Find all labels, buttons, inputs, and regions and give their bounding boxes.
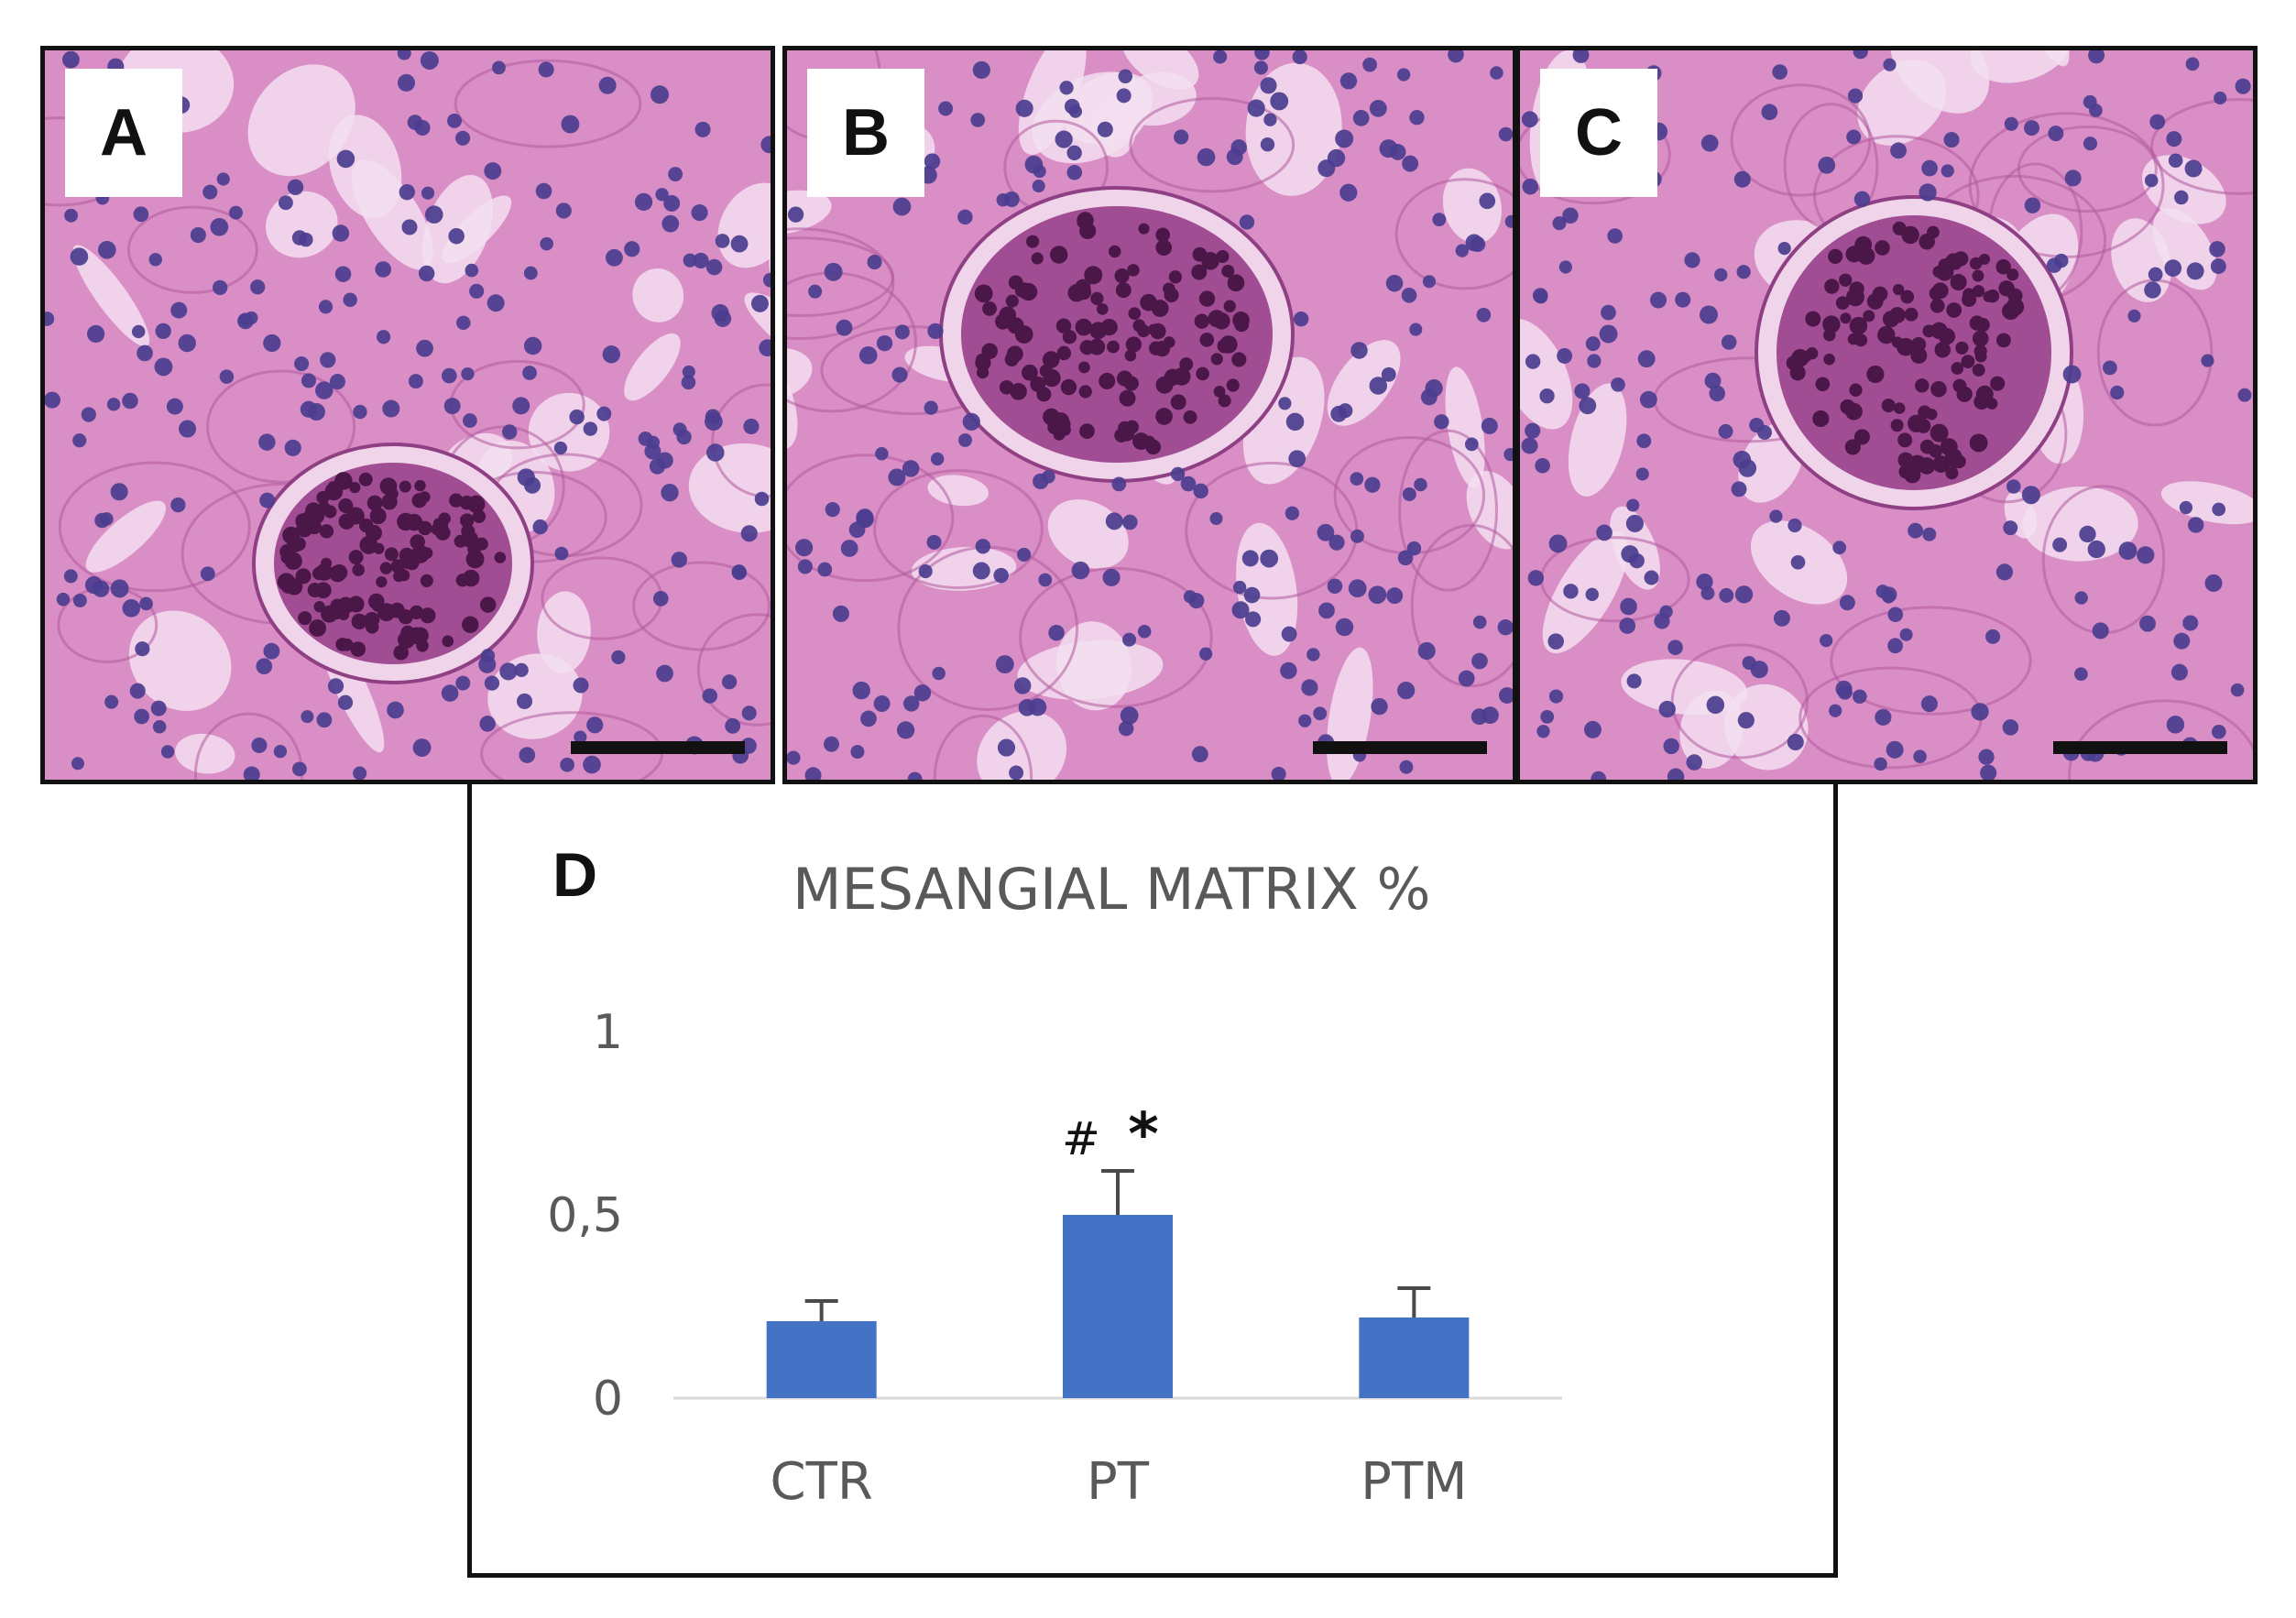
- bar-pt: [1063, 1215, 1173, 1398]
- x-tick-label: PT: [1087, 1452, 1150, 1512]
- histology-panel-c: C: [1515, 46, 2258, 784]
- x-tick-label: PTM: [1361, 1452, 1467, 1512]
- panel-label-c: C: [1540, 69, 1657, 197]
- error-bar-ptm: [1397, 1286, 1431, 1317]
- y-tick-label: 1: [593, 1005, 623, 1060]
- histology-panel-b: B: [782, 46, 1517, 784]
- panel-label-a: A: [65, 69, 182, 197]
- bar-ptm: [1359, 1317, 1470, 1398]
- y-tick-label: 0,5: [547, 1188, 623, 1243]
- chart-panel-d: D MESANGIAL MATRIX % 0 0,5 1 CTR PT # * PTM: [467, 784, 1838, 1578]
- scale-bar-a: [571, 741, 745, 754]
- error-bar-ctr: [804, 1299, 838, 1321]
- x-tick-label: CTR: [771, 1452, 873, 1512]
- scale-bar-c: [2053, 741, 2227, 754]
- y-tick-label: 0: [593, 1372, 623, 1427]
- bar-ctr: [766, 1321, 877, 1398]
- scale-bar-b: [1313, 741, 1487, 754]
- significance-marker: #: [1062, 1112, 1100, 1165]
- significance-marker: *: [1128, 1101, 1158, 1169]
- panel-label-b: B: [807, 69, 924, 197]
- bar-chart: 0 0,5 1 CTR PT # * PTM: [547, 1005, 1562, 1512]
- histology-panel-a: A: [40, 46, 775, 784]
- chart-title: MESANGIAL MATRIX %: [793, 856, 1431, 923]
- error-bar-pt: [1101, 1169, 1134, 1215]
- panel-label-d: D: [552, 840, 598, 910]
